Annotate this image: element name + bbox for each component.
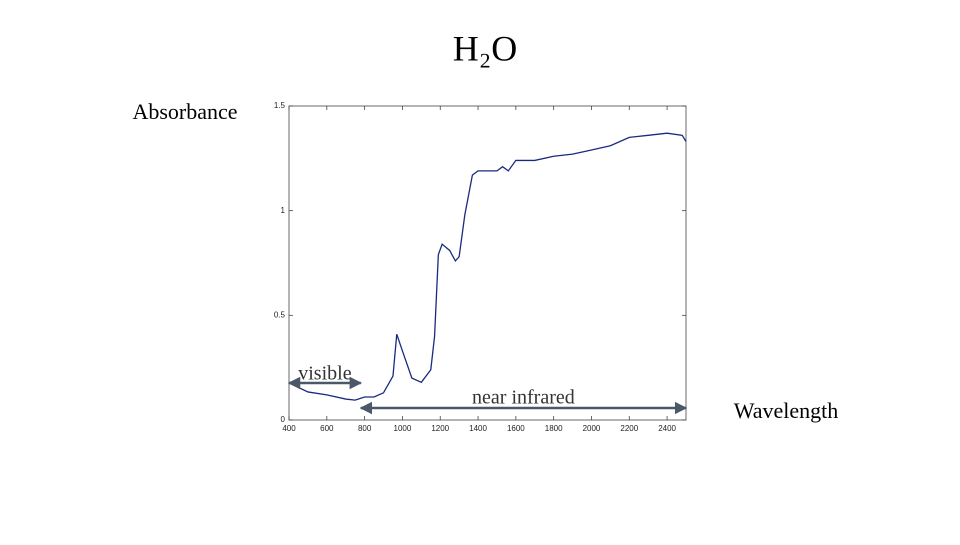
- x-tick-label: 2400: [658, 424, 676, 433]
- plot-frame: [288, 105, 687, 421]
- range-label: near infrared: [472, 387, 575, 409]
- data-line: [288, 132, 687, 401]
- x-tick-label: 400: [282, 424, 296, 433]
- x-tick-label: 1800: [545, 424, 563, 433]
- x-tick-label: 2200: [620, 424, 638, 433]
- y-axis-label: Absorbance: [132, 99, 237, 124]
- y-tick-label: 0: [281, 415, 286, 424]
- x-tick-label: 800: [358, 424, 372, 433]
- chart-title: H₂O: [453, 28, 518, 68]
- y-tick-label: 1.5: [274, 101, 286, 110]
- x-tick-label: 2000: [583, 424, 601, 433]
- x-tick-label: 1200: [431, 424, 449, 433]
- x-tick-label: 600: [320, 424, 334, 433]
- x-tick-label: 1000: [394, 424, 412, 433]
- x-tick-label: 1400: [469, 424, 487, 433]
- y-tick-label: 0.5: [274, 310, 286, 319]
- y-tick-label: 1: [281, 206, 286, 215]
- range-label: visible: [298, 363, 351, 385]
- x-tick-label: 1600: [507, 424, 525, 433]
- x-axis-label: Wavelength: [734, 398, 839, 423]
